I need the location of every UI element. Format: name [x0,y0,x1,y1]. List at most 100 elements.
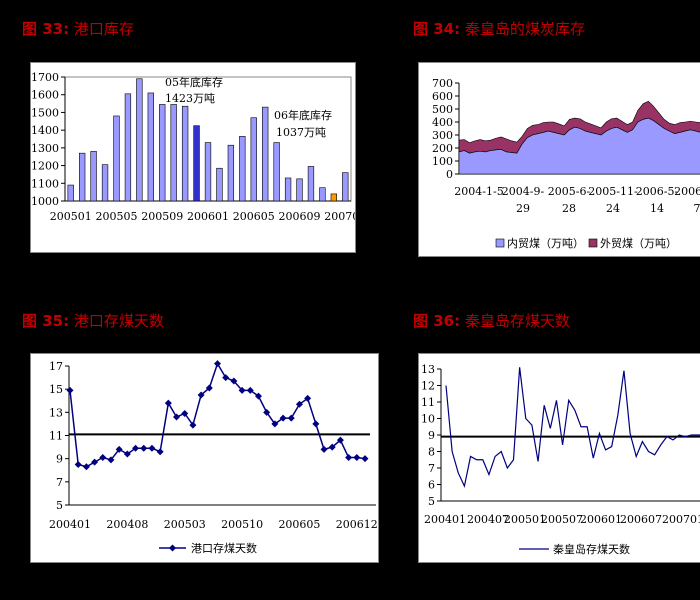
figure-35-title: 图 35: 港口存煤天数 [22,312,164,330]
bar [170,104,177,202]
chart-qhd-inventory-panel: 700 600 500 400 300 200 100 0 2004-1-5 2004-9- 200… [418,62,700,257]
series-marker [181,409,189,417]
series-marker [115,445,123,453]
series-marker [173,413,181,421]
y-tick-label: 11 [49,430,63,443]
series-marker [254,392,262,400]
series-marker [99,454,107,462]
y-tick-label: 17 [49,360,63,373]
x-tick-label: 200605 [278,518,320,531]
y-tick-label: 13 [49,406,63,419]
series-marker [91,458,99,466]
x-tick-label: 200407 [467,513,509,526]
bar [319,187,326,202]
legend-marker [169,544,176,552]
y-tick-label: 12 [421,380,435,393]
bar [147,92,154,202]
x-tick-label: 200701 [324,210,355,223]
bar [250,117,257,202]
bar [101,164,109,202]
bar [159,104,166,202]
series-marker [164,399,172,407]
bar [227,144,235,202]
series-marker [214,360,221,368]
bar [90,151,97,202]
bar [342,172,349,202]
x-tick-label: 200408 [106,518,148,531]
legend-label-port-days: 港口存煤天数 [191,541,257,555]
y-tick-label: 6 [428,479,435,492]
y-tick-label: 1700 [31,71,59,84]
series-marker [140,444,148,452]
y-tick-label: 11 [421,396,435,409]
legend-swatch-domestic [495,238,505,248]
series-line-qhd-days [445,367,700,489]
x-tick-label-line2: 24 [606,202,620,215]
bar [284,177,292,202]
series-marker [82,463,90,471]
y-tick-label: 15 [49,383,63,396]
bar [124,93,132,202]
series-marker [336,436,344,444]
chart-port-days-panel: 17 15 13 11 9 7 5 200401 200408 200503 200510 20060… [30,353,379,563]
bar [216,167,223,202]
x-tick-label: 2004-1-5 [454,185,503,198]
series-marker [123,450,131,458]
y-tick-label: 300 [432,129,453,142]
x-tick-label: 200401 [49,518,91,531]
series-marker [189,421,197,429]
x-tick-label-line2: 7 [694,202,700,215]
x-tick-label: 200509 [141,210,183,223]
x-tick-label: 200609 [279,210,321,223]
bar [273,142,280,202]
y-tick-label: 1400 [31,124,59,137]
x-tick-label: 2004-9- [502,185,545,198]
y-tick-label: 7 [428,462,435,475]
x-tick-label: 200501 [504,513,546,526]
y-tick-label: 13 [421,363,435,376]
y-tick-label: 400 [432,116,453,129]
bar [113,115,120,202]
x-tick-label: 200507 [541,513,583,526]
series-marker [279,414,287,422]
y-tick-label: 0 [446,168,453,181]
series-marker [230,377,238,385]
y-tick-label: 200 [432,142,453,155]
series-marker [66,386,74,394]
series-marker [312,420,320,428]
y-tick-label: 600 [432,90,453,103]
x-tick-label: 200605 [233,210,275,223]
bar [204,142,212,202]
y-tick-label: 7 [56,476,63,489]
x-tick-label: 2005-11- [588,185,638,198]
x-tick-label: 2006-5- [636,185,679,198]
y-tick-label: 700 [432,77,453,90]
x-tick-label: 200501 [50,210,92,223]
x-tick-label: 200505 [95,210,137,223]
figure-36-title: 图 36: 秦皇岛存煤天数 [413,312,570,330]
series-marker [320,445,328,453]
bar [307,166,315,202]
series-marker [361,455,369,463]
bar [330,193,338,202]
x-tick-label: 200601 [580,513,622,526]
series-marker [295,400,303,408]
chart-port-days: 17 15 13 11 9 7 5 200401 200408 200503 200510 20060… [49,360,378,555]
series-marker [263,408,271,416]
series-marker [246,386,254,394]
legend-label-domestic: 内贸煤（万吨） [507,236,584,250]
bar [181,105,189,202]
area-series-domestic [458,117,700,175]
x-tick-label: 2006-10 [674,185,700,198]
series-line-port-days [69,361,366,468]
series-marker [304,394,312,402]
x-tick-label: 200601 [187,210,229,223]
x-tick-label: 200503 [164,518,206,531]
x-tick-label: 2005-6- [548,185,591,198]
x-tick-label-line2: 14 [650,202,664,215]
bar [67,184,74,202]
y-tick-label: 1100 [31,177,59,190]
